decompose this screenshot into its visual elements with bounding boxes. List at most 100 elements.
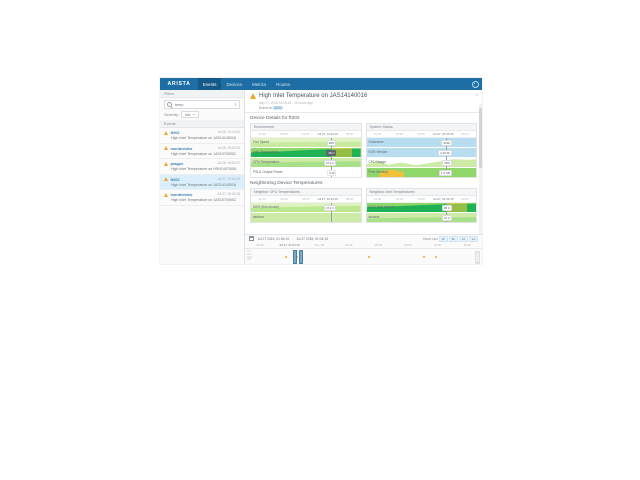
search-input[interactable]: temp [164,100,240,109]
timeline-range-controls: Jul 27 2016, 01:04:15 - Jul 27 2016, 01:… [245,235,482,242]
severity-select[interactable]: info [180,111,199,118]
panel-title: System Status [366,124,476,131]
severity-filter: Severity: info [164,111,240,118]
device-details-title: Device Details for ft202 [250,116,300,121]
filters-header: Filters [160,90,244,98]
axis-tick: 03:00 [345,243,353,248]
event-timestamp: Jul 27, 01:04:15 [217,176,240,181]
axis-tick: 09:00 [461,197,469,201]
chart-row[interactable]: Hostname ft202 [366,138,476,148]
chart-row-label: ft202 (this device) [253,204,280,209]
panel-environment: Environment 21:00 00:00 03:00 Jul 27, 01… [250,123,362,178]
timeline-event-marker[interactable] [368,256,371,259]
arista-logo[interactable]: ARISTA [167,81,191,87]
chart-row[interactable]: sedona 31 C [366,213,476,222]
event-timestamp: Jul 28, 09:51:07 [217,161,240,165]
chart-row-value: 38 C [326,150,337,156]
close-icon[interactable]: × [475,93,478,99]
main-scrollbar[interactable] [479,104,482,234]
event-device: montevideo [170,192,193,197]
panel-neighbor-cpu-temperatures: Neighbor CPU Temperatures 21:00 00:00 03… [250,188,362,223]
cloudvision-app-window: ARISTA Events Devices Metrics Routes Fil… [160,78,482,264]
list-item[interactable]: montevideo Jul 28, 09:52:00 High Inlet T… [160,144,244,159]
timeline-range-handle-right[interactable] [298,250,303,264]
chart-row[interactable]: sedona [251,213,361,222]
chart-row[interactable]: CPU Temperature 47.2 C [251,158,361,168]
event-on-label: Event on [259,106,273,110]
chart-axis: 21:00 00:00 03:00 Jul 27, 01:04:15 09:00 [251,131,361,138]
severity-label: Severity: [164,112,179,117]
chart-row-label: sedona [368,214,380,219]
chart-row-value: 0 W [327,170,337,176]
chart-row[interactable]: CPU Usage 46% [366,158,476,168]
list-item[interactable]: montevideo Jul 27, 00:52:18 High Inlet T… [160,190,244,206]
axis-tick: 09:00 [404,243,412,248]
main-content: High Inlet Temperature on JAS14140016 Ju… [245,90,482,264]
nav-tab-events[interactable]: Events [198,78,222,90]
chart-axis: 21:00 00:00 03:00 Jul 27, 01:04:15 09:00 [366,196,476,203]
chart-row[interactable]: PSU1 Output Power 0 W [251,168,361,177]
search-icon [167,102,172,107]
event-description: High Inlet Temperature on JAS14140016 [171,182,236,187]
timeline-start-date[interactable]: Jul 27 2016, 01:04:15 [257,236,290,241]
chart-row[interactable]: Inlet Temperature 38 C [251,148,361,158]
chart-row[interactable]: ft202 (this device) 47.2 C [251,203,361,213]
warning-icon [164,130,168,135]
timeline-range-handle-left[interactable] [292,250,297,264]
search-input-value: temp [175,102,184,107]
chart-rows: ft202 (this device) 38 C sedona 31 C [366,203,476,222]
axis-tick: 00:00 [395,132,403,136]
chart-row[interactable]: Fan Speed 38% [251,138,361,148]
chart-rows: Hostname ft202 EOS Version 4.15.4F CPU U… [366,138,476,177]
chart-row[interactable]: ft202 (this device) 38 C [366,203,476,213]
scrollbar-thumb[interactable] [479,108,482,168]
show-last-controls: Show Last 1h 6h 1d 1w [423,236,478,242]
chart-row-value: 38 C [441,205,452,211]
panel-title: Neighbor Inlet Temperatures [366,189,476,196]
chart-row-value: 4.15.4F [438,150,452,156]
show-last-1d[interactable]: 1d [459,236,468,242]
chart-rows: Fan Speed 38% Inlet Temperature 38 C [251,138,361,177]
calendar-icon[interactable] [249,236,255,242]
chart-row[interactable]: Free Memory 1.9 GB [366,168,476,177]
timeline-event-marker[interactable] [285,256,288,259]
axis-tick-highlight: Jul 27, 01:04:15 [317,132,338,136]
list-item-selected[interactable]: ft202 Jul 27, 01:04:15 High Inlet Temper… [160,174,244,190]
panel-title: Environment [251,124,361,131]
event-on-device-link[interactable]: ft202 [273,106,283,110]
event-timestamp: Jul 28, 09:52:00 [217,145,240,150]
timeline-plot[interactable]: Crit Error Warn Info Last [245,249,482,264]
show-last-1h[interactable]: 1h [439,236,448,242]
chart-row-label: ft202 (this device) [368,204,395,209]
nav-tab-metrics[interactable]: Metrics [252,81,267,87]
show-last-6h[interactable]: 6h [449,236,458,242]
timeline-event-marker[interactable] [434,256,437,259]
clear-icon[interactable] [233,102,237,107]
axis-tick-highlight: Jul 27, 01:04:15 [279,243,300,248]
chart-rows: ft202 (this device) 47.2 C sedona [251,203,361,222]
severity-label-crit: Crit [247,250,251,254]
timeline-end-date[interactable]: Jul 27 2016, 01:04:15 [296,236,328,241]
event-list: ft202 Jul 28, 10:14:00 High Inlet Temper… [160,128,244,206]
warning-icon [250,93,256,99]
nav-tab-routes[interactable]: Routes [276,81,291,87]
nav-tab-devices[interactable]: Devices [226,81,243,87]
panel-row-neighbors: Neighbor CPU Temperatures 21:00 00:00 03… [245,188,482,223]
timeline-event-marker[interactable] [422,256,425,259]
list-item[interactable]: prague Jul 28, 09:51:07 High Inlet Tempe… [160,159,244,175]
list-item[interactable]: ft202 Jul 28, 10:14:00 High Inlet Temper… [160,128,244,144]
timeline-scrollbar[interactable] [475,251,480,264]
event-device: prague [170,161,184,166]
event-timestamp: Jul 27, 00:52:18 [217,192,240,196]
gear-icon[interactable] [472,80,479,88]
page-title: High Inlet Temperature on JAS14140016 [259,93,368,99]
severity-label-info: Info [247,258,252,262]
chart-row-label: Inlet Temperature [253,149,279,154]
show-last-1w[interactable]: 1w [469,236,478,242]
chart-row[interactable]: EOS Version 4.15.4F [366,148,476,158]
chart-row-label: Fan Speed [253,139,270,144]
timeline-event-marker[interactable] [295,256,298,259]
panel-system-status: System Status 21:00 00:00 03:00 Jul 27, … [365,123,477,178]
chart-row-value: 46% [442,160,452,166]
chart-row-value: 47.2 C [323,160,337,166]
